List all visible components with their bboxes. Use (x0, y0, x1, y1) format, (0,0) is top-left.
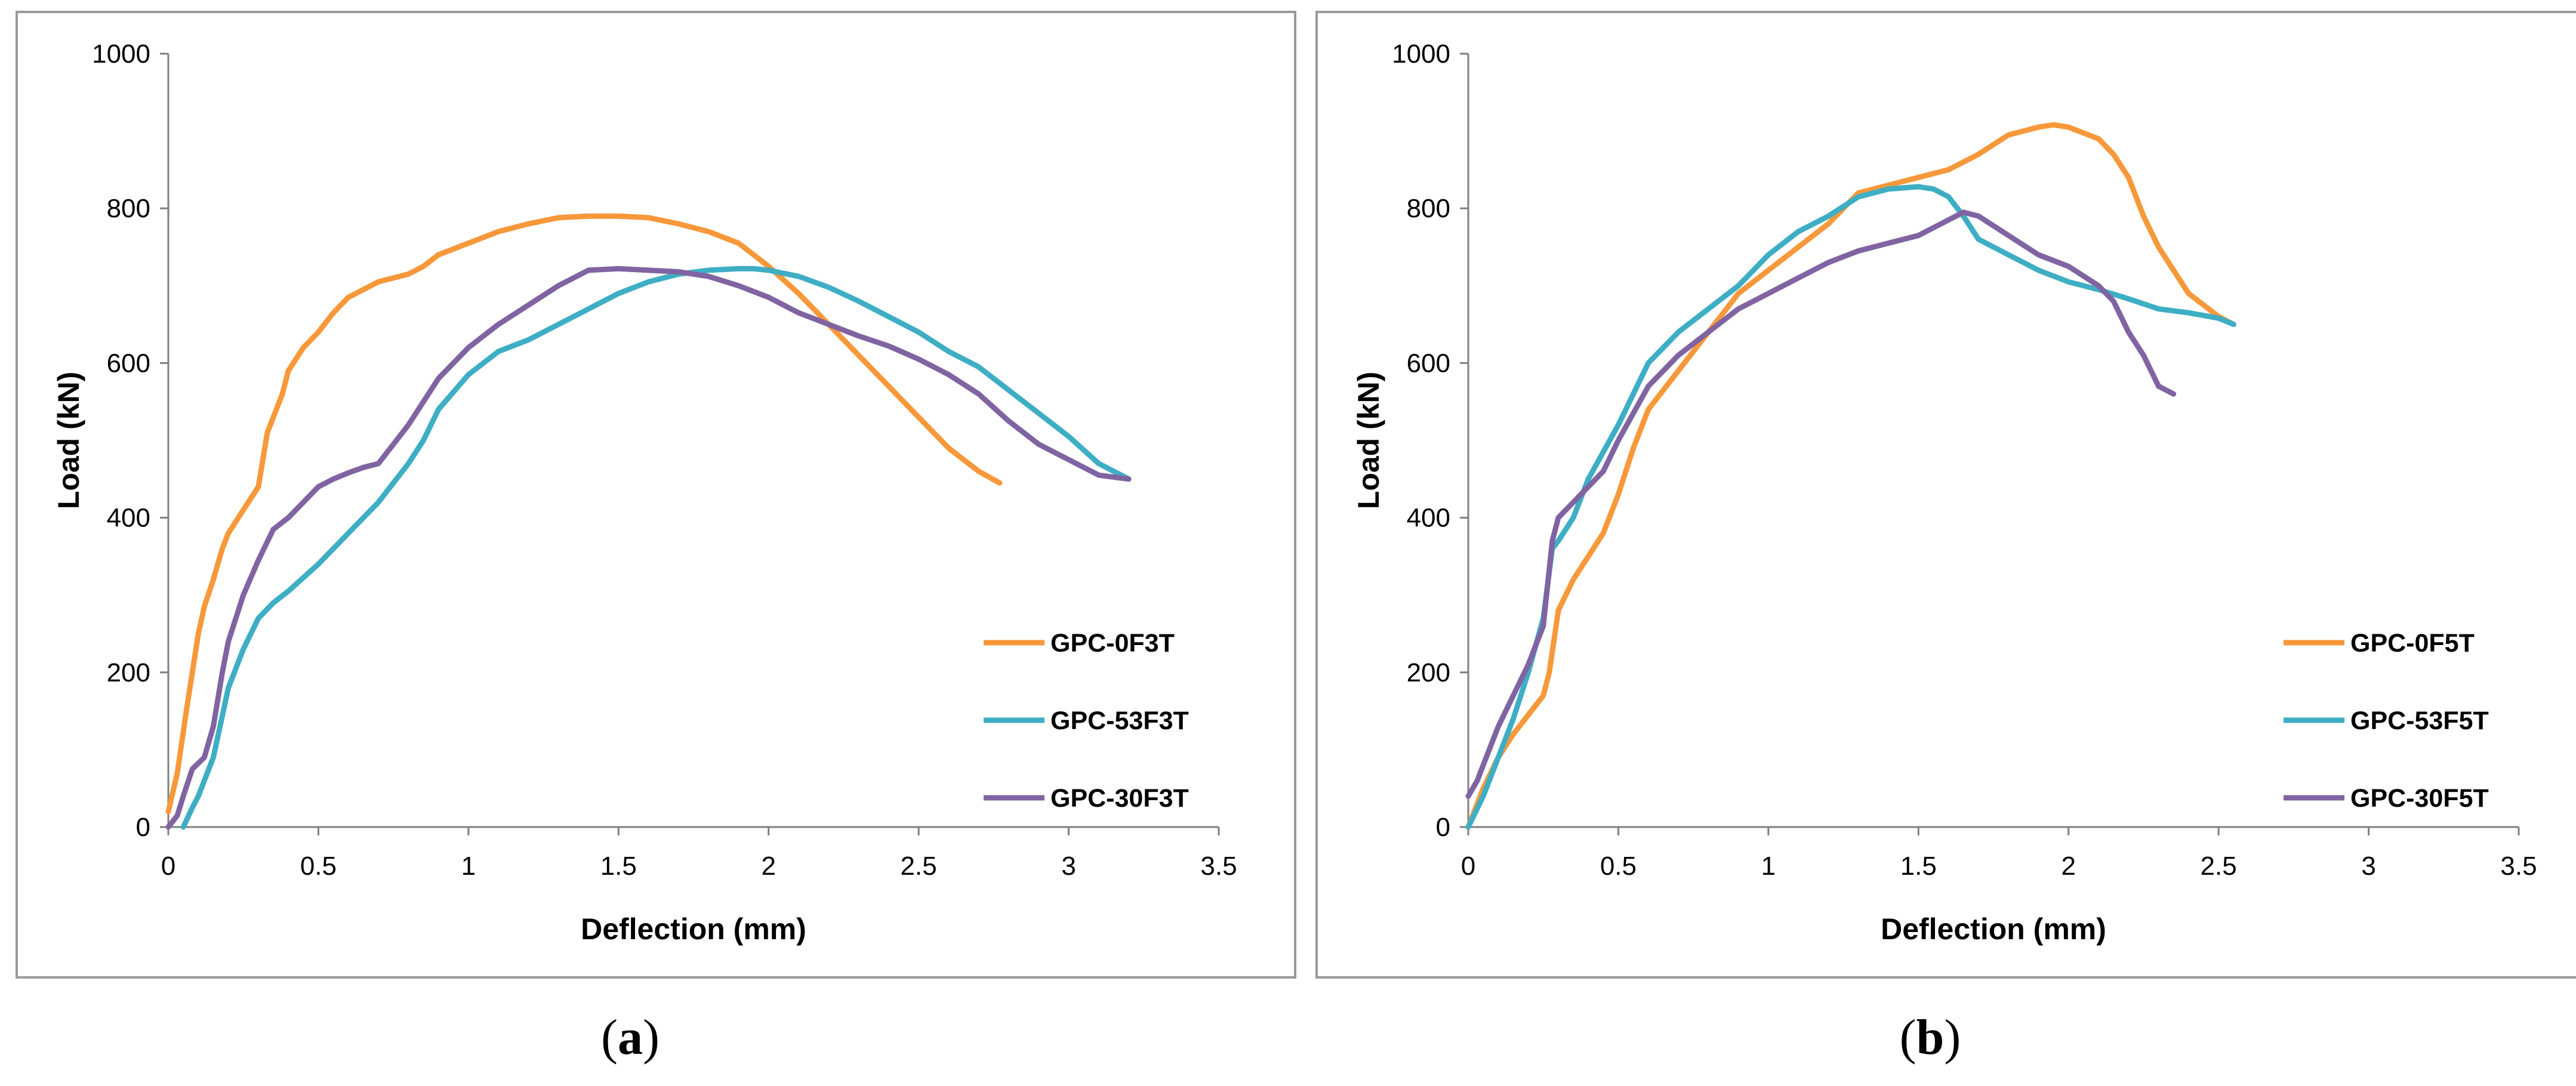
x-tick-label: 1 (1761, 851, 1776, 881)
series-line-gpc-53f5t (1465, 184, 2236, 830)
x-tick-label: 3.5 (2500, 851, 2537, 881)
y-tick-label: 400 (1407, 504, 1450, 533)
y-tick-label: 400 (107, 504, 150, 533)
y-tick-label: 1000 (1392, 39, 1450, 69)
x-tick-label: 2 (761, 851, 775, 881)
x-tick-label: 0 (161, 851, 175, 881)
x-tick-label: 3 (2361, 851, 2375, 881)
y-tick-label: 600 (107, 348, 150, 378)
y-axis-title: Load (kN) (52, 372, 85, 510)
chart-a-svg: 0 200 400 600 800 1000 0 0.5 1 1.5 2 2.5 3 3.5 Deflect… (52, 39, 1237, 946)
y-tick-label: 200 (107, 658, 150, 687)
x-axis-title: Deflection (mm) (581, 912, 806, 946)
x-tick-label: 0.5 (1600, 851, 1637, 881)
y-tick-label: 800 (107, 194, 150, 223)
chart-panel-b: 0 200 400 600 800 1000 0 0.5 1 1.5 2 2.5 3 3.5 Deflect… (1315, 11, 2576, 979)
x-tick-label: 1.5 (600, 851, 637, 881)
caption-a-label: a (618, 1010, 643, 1065)
chart-panel-a: 0 200 400 600 800 1000 0 0.5 1 1.5 2 2.5 3 3.5 Deflect… (16, 11, 1296, 979)
y-tick-label: 600 (1407, 348, 1450, 378)
x-tick-label: 1.5 (1900, 851, 1937, 881)
x-tick-label: 2 (2061, 851, 2075, 881)
x-tick-label: 0.5 (300, 851, 337, 881)
x-tick-label: 2.5 (901, 851, 937, 881)
chart-b-svg: 0 200 400 600 800 1000 0 0.5 1 1.5 2 2.5 3 3.5 Deflect… (1352, 39, 2537, 946)
x-tick-label: 3 (1061, 851, 1076, 881)
legend-label: GPC-30F3T (1050, 784, 1189, 813)
caption-b-label: b (1916, 1010, 1945, 1065)
x-tick-label: 2.5 (2201, 851, 2237, 881)
y-tick-label: 0 (136, 813, 150, 842)
legend-label: GPC-0F5T (2350, 629, 2475, 658)
y-tick-label: 200 (1407, 658, 1450, 687)
series-line-gpc-30f5t (1465, 209, 2177, 799)
caption-a: (a) (601, 1010, 660, 1065)
legend-label: GPC-53F5T (2350, 706, 2489, 735)
legend-label: GPC-53F3T (1050, 706, 1189, 735)
series-line-gpc-53f3t (180, 266, 1132, 830)
legend-label: GPC-0F3T (1050, 629, 1175, 658)
series-line-gpc-0f3t (165, 213, 1003, 814)
x-tick-label: 3.5 (1200, 851, 1237, 881)
y-tick-label: 800 (1407, 194, 1450, 223)
series-line-gpc-30f3t (165, 266, 1132, 830)
y-axis-title: Load (kN) (1352, 372, 1385, 510)
y-tick-label: 0 (1436, 813, 1450, 842)
legend-label: GPC-30F5T (2350, 784, 2489, 813)
y-tick-label: 1000 (92, 39, 150, 69)
series-line-gpc-0f5t (1465, 122, 2236, 830)
x-tick-label: 1 (461, 851, 476, 881)
x-tick-label: 0 (1461, 851, 1475, 881)
x-axis-title: Deflection (mm) (1881, 912, 2106, 946)
caption-b: (b) (1899, 1010, 1961, 1065)
